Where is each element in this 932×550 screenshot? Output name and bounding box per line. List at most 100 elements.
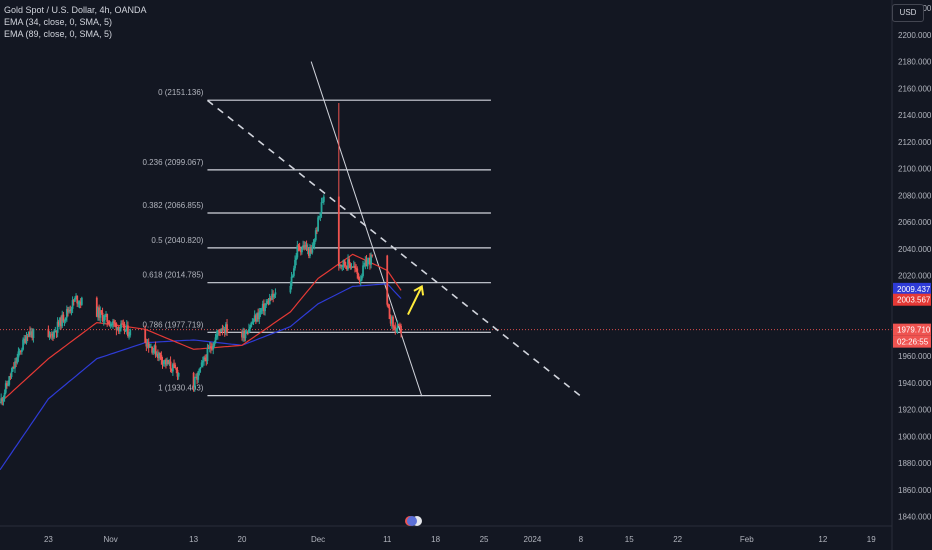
ema34-legend[interactable]: EMA (34, close, 0, SMA, 5) (4, 17, 113, 27)
candle-body (173, 364, 175, 366)
candle-body (174, 364, 177, 369)
candle-body (310, 248, 313, 253)
candle-body (343, 260, 346, 266)
ema89-legend[interactable]: EMA (89, close, 0, SMA, 5) (4, 29, 113, 39)
candle-body (356, 268, 359, 274)
candle-body (251, 322, 254, 324)
candle-body (394, 326, 397, 332)
candle-body (223, 329, 226, 333)
candle-body (1, 398, 4, 402)
fib-retracement[interactable]: 0 (2151.136) 0.236 (2099.067) 0.382 (2066.… (143, 88, 491, 397)
candle-body (342, 260, 345, 267)
candle-body (203, 357, 205, 361)
candle-body (47, 328, 50, 338)
candle-body (386, 255, 389, 305)
ema89-line (0, 283, 402, 471)
candle-body (208, 346, 211, 349)
candle-body (16, 357, 19, 363)
candle-body (76, 295, 79, 304)
time-tick-label: 13 (189, 535, 198, 544)
candle-body (155, 353, 158, 356)
candle-body (52, 333, 54, 338)
candle-body (22, 339, 24, 350)
candle-body (311, 247, 314, 253)
candle-body (302, 245, 304, 249)
candle-body (206, 348, 209, 362)
candle-body (205, 359, 208, 362)
symbol-title[interactable]: Gold Spot / U.S. Dollar, 4h, OANDA (4, 5, 147, 15)
candle-body (151, 346, 154, 353)
countdown-label: 02:26:55 (897, 338, 929, 347)
candle-body (301, 248, 303, 253)
candle-body (147, 342, 150, 348)
candle-body (98, 307, 101, 318)
candle-body (169, 361, 172, 370)
candle-body (259, 310, 262, 313)
candle-body (355, 268, 358, 270)
candle-body (150, 346, 152, 348)
time-tick-label: 15 (625, 535, 634, 544)
time-tick-label: 23 (44, 535, 53, 544)
candle-body (124, 329, 127, 332)
price-tick-label: 1840.000 (898, 513, 932, 522)
time-axis[interactable]: 23 Nov 13 20 Dec 11 18 25 2024 8 15 22 Feb 12 19 (44, 535, 876, 544)
candle-body (271, 293, 273, 300)
fib-level-label: 1 (1930.403) (158, 384, 204, 393)
fib-level-label: 0.786 (1977.719) (143, 320, 204, 329)
candle-body (371, 254, 374, 256)
candle-body (170, 369, 173, 372)
candle-body (256, 313, 258, 322)
price-axis[interactable]: 2220.0002200.0002180.0002160.0002140.000… (898, 4, 932, 522)
candle-body (71, 300, 74, 309)
candle-body (15, 361, 18, 363)
candle-body (113, 321, 115, 323)
arrow-shaft (407, 285, 423, 315)
candle-body (69, 310, 72, 312)
currency-button[interactable]: USD (892, 4, 924, 22)
time-tick-label: Feb (740, 535, 754, 544)
candle-body (396, 324, 399, 329)
candle-body (213, 343, 216, 346)
candle-body (243, 330, 246, 339)
trendlines[interactable] (206, 61, 582, 397)
price-tick-label: 1900.000 (898, 432, 932, 441)
candle-body (395, 328, 398, 332)
candle-body (2, 397, 5, 402)
candle-body (316, 230, 318, 232)
candle-body (249, 327, 251, 329)
price-labels: 2009.437 2003.567 1979.710 02:26:55 (893, 282, 931, 348)
candle-body (17, 351, 20, 358)
candle-body (289, 285, 292, 293)
candle-body (56, 321, 59, 333)
candle-body (296, 245, 299, 258)
candle-body (128, 335, 130, 337)
price-tick-label: 2140.000 (898, 111, 932, 120)
candle-body (171, 364, 174, 372)
candle-body (294, 260, 296, 269)
candle-body (250, 322, 253, 328)
candle-body (313, 240, 316, 245)
candle-body (162, 361, 165, 364)
candle-body (400, 325, 402, 334)
candle-body (12, 366, 15, 369)
candle-body (193, 377, 196, 388)
annotation-arrow[interactable] (407, 284, 425, 315)
candle-body (57, 321, 60, 326)
candle-body (7, 384, 9, 386)
candle-body (10, 371, 13, 377)
candle-body (167, 360, 170, 365)
candle-body (62, 314, 65, 322)
candle-body (159, 352, 162, 355)
candle-body (304, 245, 307, 249)
candle-body (24, 338, 27, 343)
candle-body (265, 303, 268, 306)
candle-body (176, 369, 179, 377)
candle-body (107, 321, 110, 324)
price-axis-panel[interactable] (892, 0, 932, 550)
candle-body (341, 266, 344, 268)
price-tick-label: 2020.000 (898, 272, 932, 281)
candle-body (68, 310, 71, 312)
candle-body (121, 323, 124, 325)
events-marker[interactable] (405, 516, 422, 526)
